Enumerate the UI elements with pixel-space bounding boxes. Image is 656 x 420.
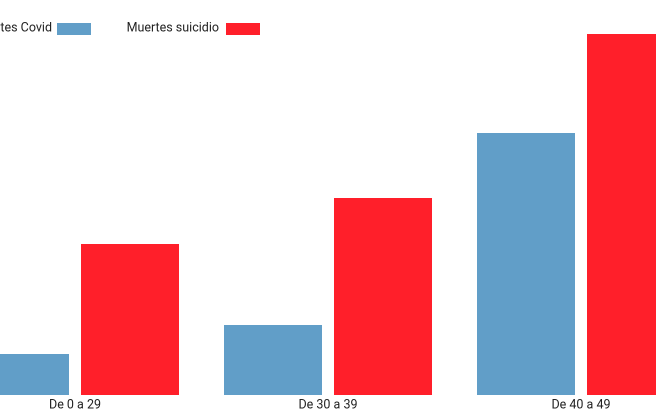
- bar: [81, 244, 179, 395]
- legend-label: Muertes Covid: [0, 20, 52, 35]
- x-tick-label: De 40 a 49: [551, 397, 610, 412]
- bar: [334, 198, 432, 395]
- legend-label: Muertes suicidio: [127, 20, 219, 35]
- bar: [224, 325, 322, 395]
- x-tick-label: De 0 a 29: [49, 397, 101, 412]
- legend-swatch: [226, 23, 260, 35]
- bar: [587, 34, 656, 395]
- bar: [0, 354, 69, 395]
- bar: [477, 133, 575, 395]
- x-tick-label: De 30 a 39: [298, 397, 357, 412]
- legend-swatch: [57, 23, 91, 35]
